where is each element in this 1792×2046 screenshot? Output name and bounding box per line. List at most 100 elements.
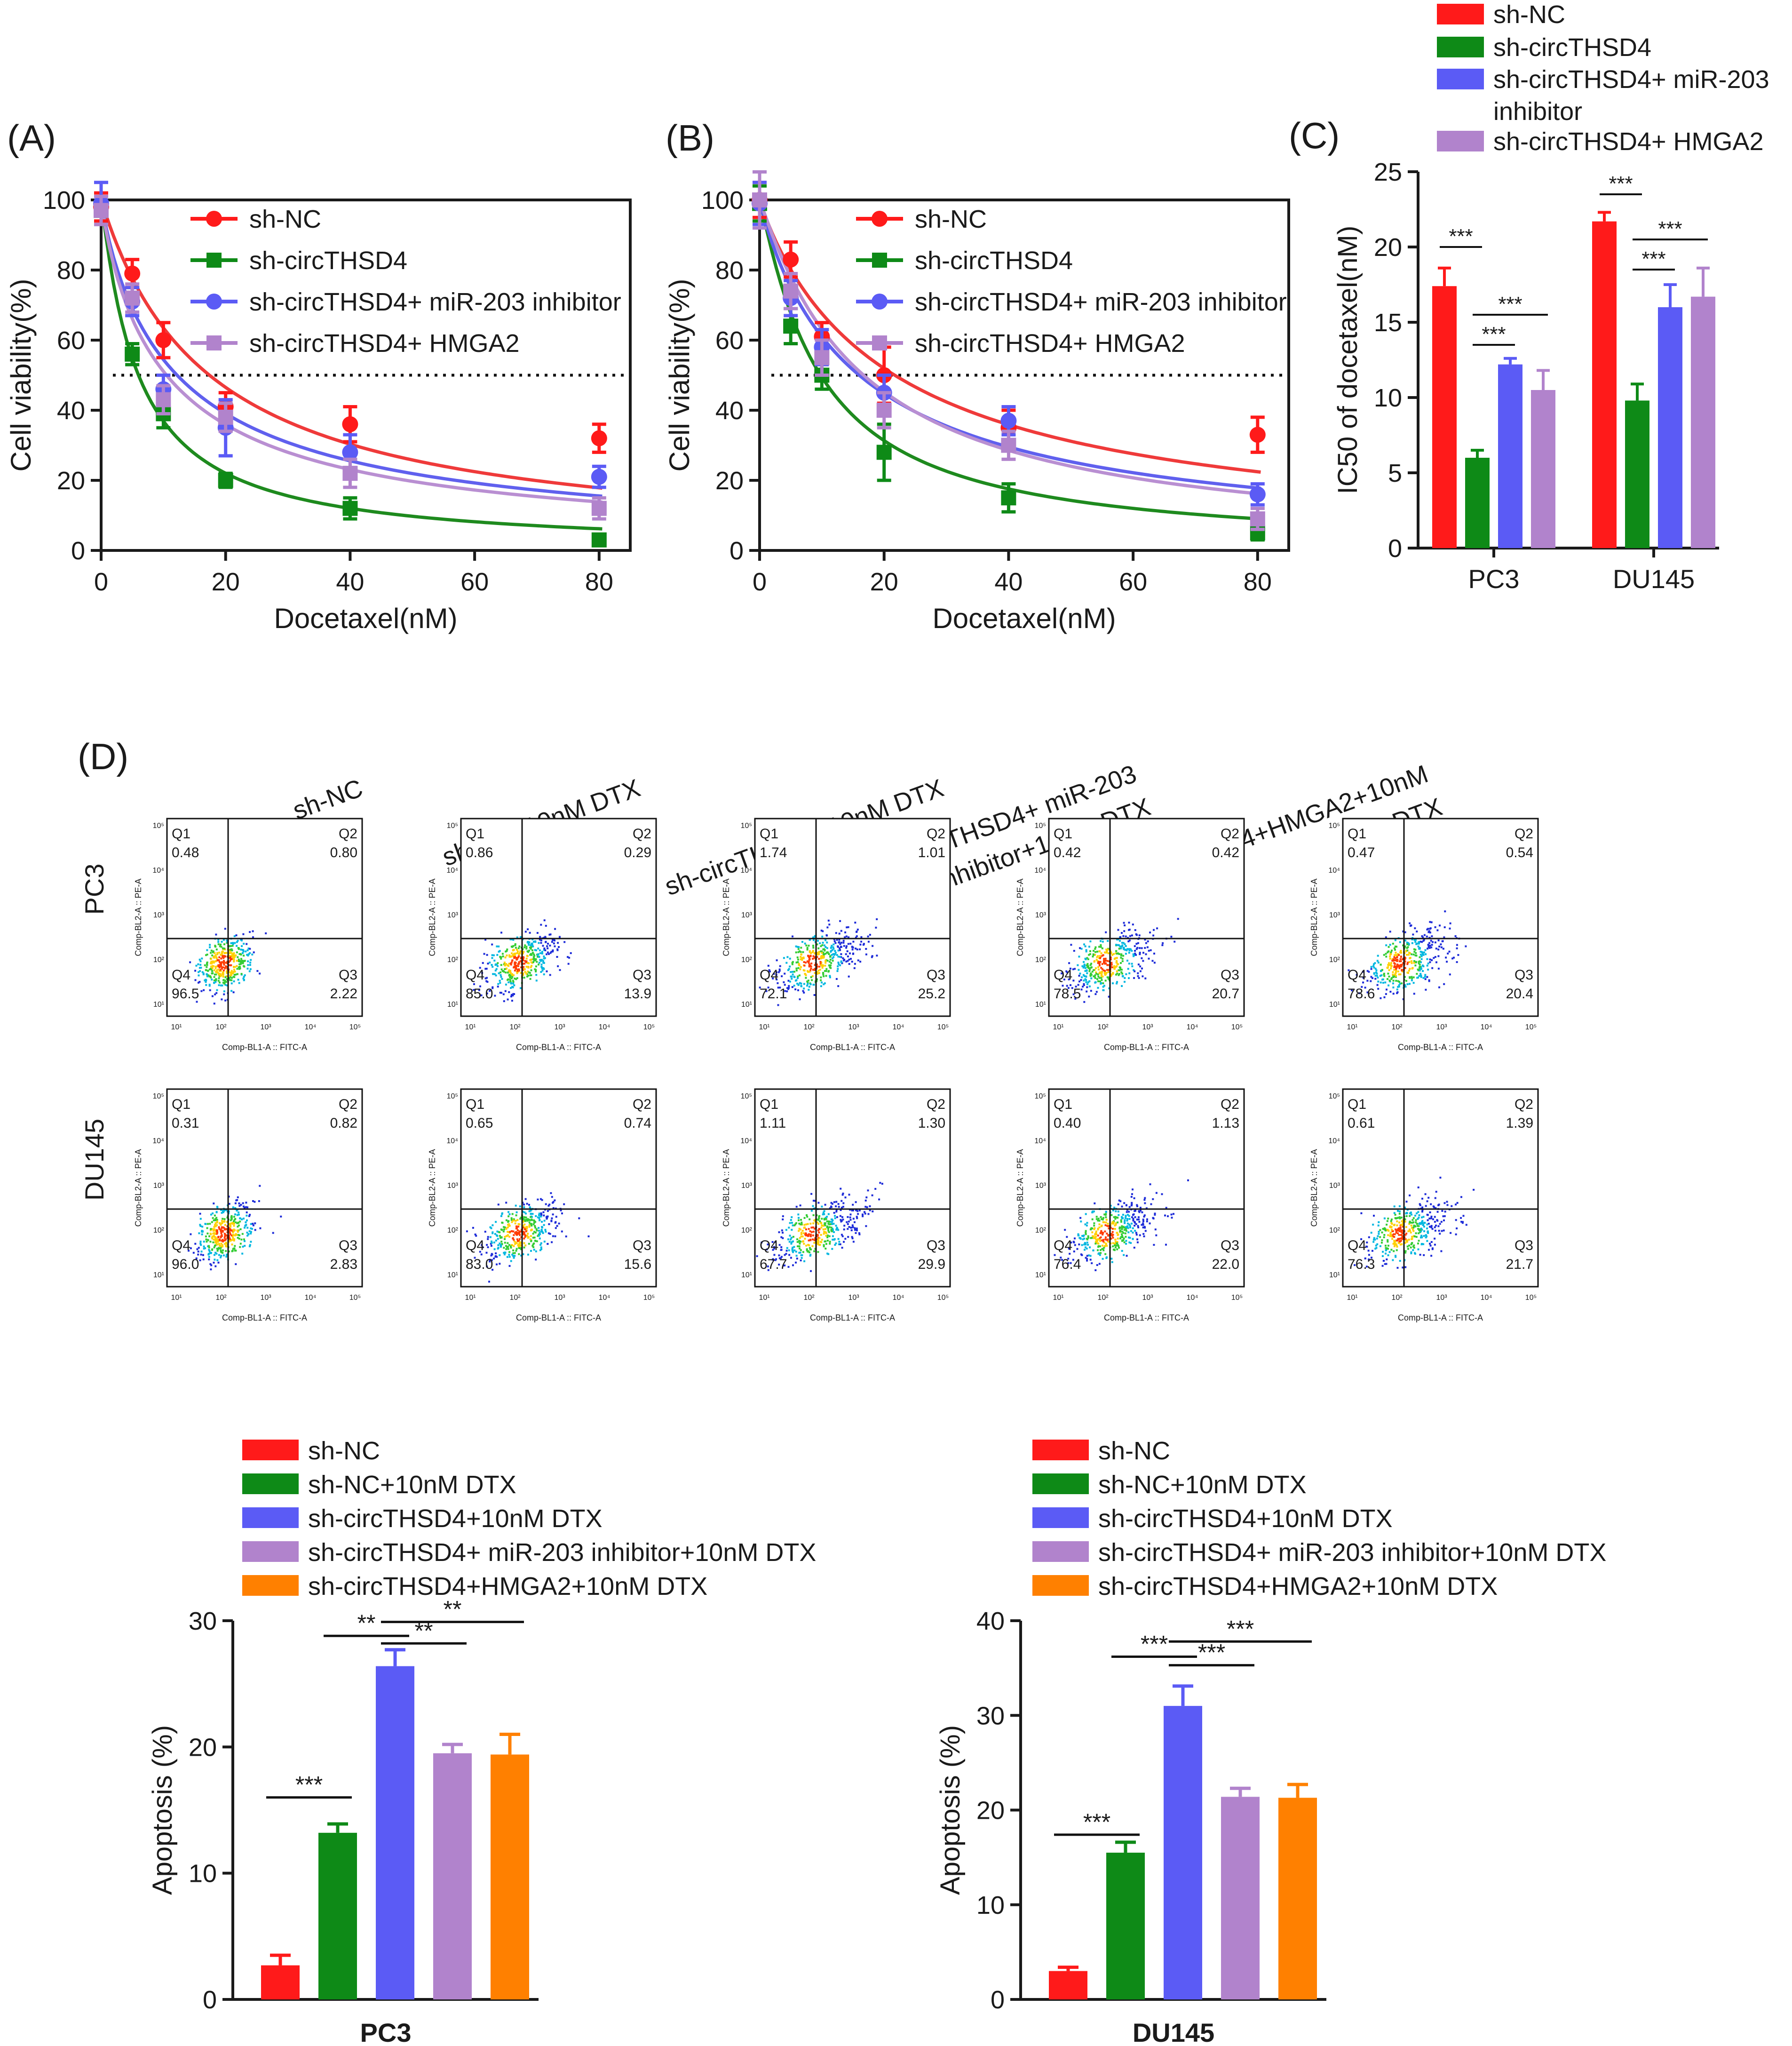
flow-event [796,1241,799,1243]
flow-event [1407,946,1409,948]
flow-event [869,934,871,936]
flow-event [223,1220,226,1223]
flow-event [1128,1236,1130,1239]
flow-event [1128,939,1131,942]
flow-y-axis-label: Comp-BL2-A :: PE-A [722,1149,731,1226]
flow-event [1414,941,1417,943]
flow-event [1410,1246,1412,1249]
bar-sh-nc-10nm-dtx [1106,1853,1145,1999]
flow-event [1094,1269,1097,1271]
flow-event [1114,1228,1116,1230]
flow-event [1354,1264,1356,1266]
flow-event [1068,1248,1070,1250]
flow-event [234,1218,237,1220]
flow-event [515,978,517,980]
flow-event [509,979,511,981]
flow-event [1395,1255,1396,1257]
flow-event [504,1242,506,1244]
chart-title: PC3 [360,2018,412,2046]
flow-event [1097,1234,1099,1237]
flow-event [539,1233,541,1235]
flow-event [824,1222,826,1225]
flow-event [1364,1258,1366,1259]
flow-event [224,976,227,979]
flow-event [523,1242,525,1244]
quadrant-value-q4: 96.5 [172,986,199,1002]
flow-event [1102,1218,1104,1221]
x-tick-label: 10⁵ [349,1294,361,1302]
flow-event [1374,962,1376,964]
flow-event [856,1216,858,1218]
flow-event [1431,1247,1434,1250]
flow-event [220,1209,222,1211]
flow-event [842,941,845,944]
flow-event [825,1243,827,1245]
flow-x-axis-label: Comp-BL1-A :: FITC-A [222,1313,307,1322]
flow-event [236,960,238,962]
flow-event [795,945,797,947]
flow-event [1125,1217,1126,1219]
flow-event [1451,1205,1453,1207]
flow-event [1082,966,1085,969]
flow-event [197,1250,199,1253]
flow-event [526,1234,529,1237]
flow-event [1421,1206,1424,1209]
flow-event [201,957,203,960]
flow-event [818,953,820,955]
flow-event [1085,1257,1087,1259]
flow-event [1146,946,1149,948]
flow-event [210,968,212,970]
flow-event [841,1194,844,1196]
flow-event [509,977,511,979]
flow-event [497,1203,500,1206]
flow-event [1439,924,1441,927]
flow-event [247,955,249,956]
flow-event [212,950,214,953]
flow-event [1405,950,1407,953]
flow-event [786,990,788,993]
flow-event [210,952,212,954]
flow-event [782,1232,784,1234]
flow-event [864,1199,867,1202]
y-tick-label: 10³ [1329,1182,1340,1190]
flow-event [1425,988,1427,991]
flow-event [1425,1236,1427,1239]
flow-event [836,1216,838,1218]
flow-event [222,960,225,962]
flow-event [515,952,517,955]
flow-event [531,949,533,951]
flow-event [839,1215,841,1217]
flow-event [829,1223,832,1226]
flow-event [533,940,535,943]
quadrant-value-q3: 15.6 [624,1257,651,1272]
flow-event [215,978,217,980]
flow-event [811,1238,814,1241]
flow-event [849,1216,851,1218]
flow-event [517,950,519,953]
y-tick-label: 10¹ [741,1001,752,1009]
flow-event [1380,981,1382,984]
flow-event [1138,1211,1141,1213]
flow-event [845,953,847,955]
flow-event [830,1229,833,1232]
x-tick-label: 10¹ [465,1023,476,1031]
flow-event [504,964,506,967]
flow-event [1086,983,1088,986]
bar-du145-sh-circthsd4 [1625,400,1649,548]
flow-event [842,1193,844,1194]
flow-event [214,1224,216,1226]
flow-event [1451,957,1454,960]
flow-event [843,1228,845,1231]
flow-event [202,1258,205,1260]
flow-event [823,1213,825,1215]
flow-event [1411,942,1413,944]
flow-event [1122,1226,1125,1228]
flow-event [1119,1230,1121,1232]
flow-event [799,950,801,953]
flow-event [1126,1226,1129,1229]
flow-event [199,1218,202,1220]
flow-event [252,1224,254,1226]
flow-event [840,930,842,932]
flow-event [1421,1197,1423,1200]
flow-event [529,1223,531,1225]
